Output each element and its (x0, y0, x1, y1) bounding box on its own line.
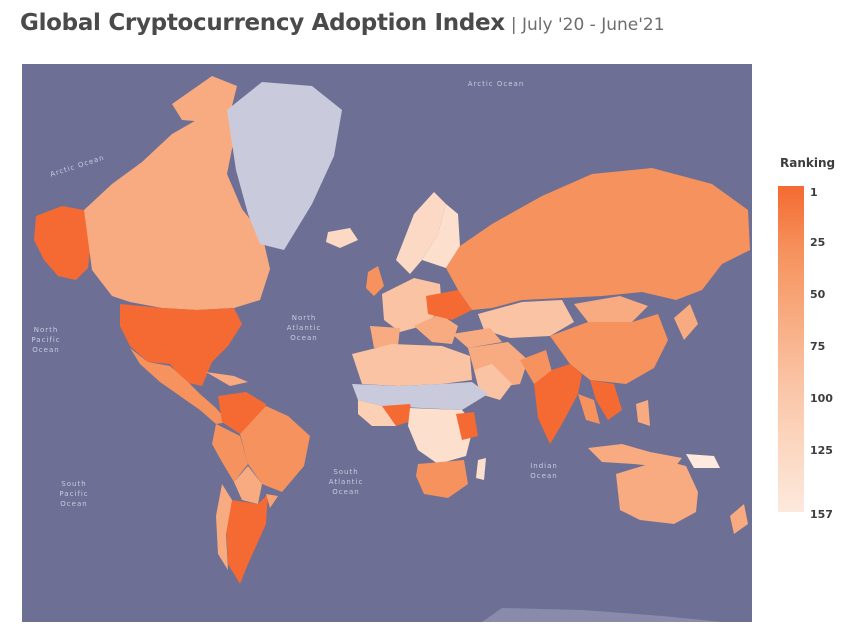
ocean-label-south-atlantic-2: Atlantic (329, 478, 364, 486)
country-chile (216, 484, 232, 570)
country-usa (120, 304, 242, 386)
country-turkey (452, 328, 502, 348)
ocean-label-north-atlantic-1: North (292, 314, 317, 322)
region-balkans (414, 314, 458, 344)
ocean-label-north-pacific-3: Ocean (32, 346, 59, 354)
country-iceland (326, 228, 358, 248)
legend-color-scale (778, 186, 804, 512)
ranking-legend: Ranking 1 25 50 75 100 125 157 (774, 156, 840, 526)
country-russia (446, 168, 750, 310)
country-ukraine (426, 290, 472, 320)
country-uk (366, 266, 384, 296)
country-australia (616, 460, 698, 524)
ocean-label-arctic-left: Arctic Ocean (49, 154, 105, 179)
country-argentina (226, 494, 268, 584)
country-pakistan (520, 350, 552, 384)
ocean-label-north-pacific-1: North (34, 326, 59, 334)
region-central-africa (408, 408, 474, 464)
world-map-canvas: Arctic Ocean Arctic Ocean North Atlantic… (31, 76, 750, 622)
chart-title: Global Cryptocurrency Adoption Index (20, 10, 505, 36)
country-philippines (636, 400, 650, 426)
country-canada-islands (172, 76, 237, 122)
region-western-europe (382, 278, 442, 332)
ocean-label-indian-2: Ocean (530, 472, 557, 480)
region-greenland (227, 82, 342, 250)
country-uruguay (266, 494, 278, 508)
country-peru (212, 424, 248, 482)
country-thailand (578, 394, 600, 424)
legend-tick-25: 25 (810, 236, 826, 249)
ocean-label-south-atlantic-3: Ocean (332, 488, 359, 496)
region-caribbean (206, 372, 248, 386)
country-japan (674, 304, 698, 340)
country-canada (84, 112, 270, 310)
country-kenya (456, 412, 478, 440)
legend-tick-157: 157 (810, 508, 833, 521)
country-india (534, 364, 582, 444)
country-alaska (34, 206, 92, 280)
country-kazakhstan (478, 300, 574, 338)
country-nigeria (382, 404, 414, 426)
ocean-label-south-pacific-3: Ocean (60, 500, 87, 508)
ocean-label-north-atlantic-3: Ocean (290, 334, 317, 342)
ocean-label-north-atlantic-2: Atlantic (287, 324, 322, 332)
region-west-africa (358, 400, 396, 426)
ocean-label-indian-1: Indian (530, 462, 558, 470)
legend-tick-1: 1 (810, 186, 818, 199)
legend-title: Ranking (780, 156, 836, 170)
ocean-label-south-atlantic-1: South (333, 468, 358, 476)
legend-tick-100: 100 (810, 392, 833, 405)
world-map: Arctic Ocean Arctic Ocean North Atlantic… (22, 64, 752, 622)
country-new-zealand (730, 504, 748, 534)
ocean-label-north-pacific-2: Pacific (31, 336, 60, 344)
country-brazil (240, 406, 310, 492)
chart-date-range: | July '20 - June'21 (510, 15, 665, 35)
country-madagascar (476, 458, 486, 480)
legend-tick-50: 50 (810, 288, 826, 301)
country-mongolia (574, 296, 648, 322)
country-vietnam (590, 380, 622, 420)
country-sweden-finland (422, 204, 460, 268)
country-papua-new-guinea (686, 454, 720, 468)
country-spain (370, 326, 400, 348)
country-mexico (130, 348, 228, 424)
chart-header: Global Cryptocurrency Adoption Index | Ju… (20, 10, 665, 36)
region-antarctica (482, 608, 722, 622)
ocean-label-south-pacific-2: Pacific (59, 490, 88, 498)
country-norway (396, 192, 446, 274)
country-china (550, 314, 668, 384)
ocean-label-arctic-top: Arctic Ocean (468, 80, 525, 88)
region-sahel (352, 382, 488, 410)
legend-tick-75: 75 (810, 340, 826, 353)
legend-tick-125: 125 (810, 444, 833, 457)
region-southern-africa (416, 460, 468, 498)
ocean-label-south-pacific-1: South (61, 480, 86, 488)
region-north-africa (352, 344, 472, 386)
country-bolivia (234, 466, 262, 504)
